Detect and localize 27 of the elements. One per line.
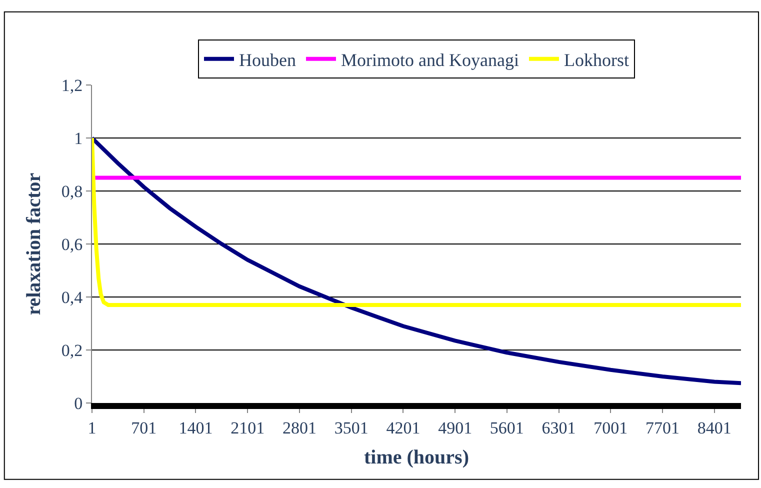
x-tick-label: 1 [88,418,96,438]
x-tick-label: 2801 [282,418,316,438]
legend-label: Morimoto and Koyanagi [341,50,519,70]
x-tick-label: 8401 [697,418,732,438]
x-tick-label: 1401 [178,418,213,438]
y-tick-label: 0 [74,394,83,413]
line-series [92,136,741,307]
x-tick-label: 5601 [490,418,524,438]
x-tick-label: 7001 [594,418,628,438]
x-tick-label: 6301 [542,418,576,438]
y-tick-label: 0,8 [61,182,83,201]
y-tick-label: 1,2 [61,76,83,95]
x-tick-label: 2101 [230,418,265,438]
x-tick-label: 4901 [438,418,472,438]
x-tick-label: 4201 [386,418,420,438]
line-series [92,136,741,386]
legend-label: Lokhorst [564,50,629,70]
y-tick-label: 0,6 [61,234,83,254]
y-axis-title: relaxation factor [22,172,45,316]
y-tick-label: 1 [74,128,83,148]
x-tick-label: 7701 [646,418,680,438]
y-tick-label: 0,2 [61,340,83,360]
x-axis-title: time (hours) [364,446,469,468]
y-tick-label: 0,4 [61,288,84,307]
x-tick-label: 701 [131,418,157,438]
legend-label: Houben [239,50,296,70]
x-tick-label: 3501 [334,418,368,438]
